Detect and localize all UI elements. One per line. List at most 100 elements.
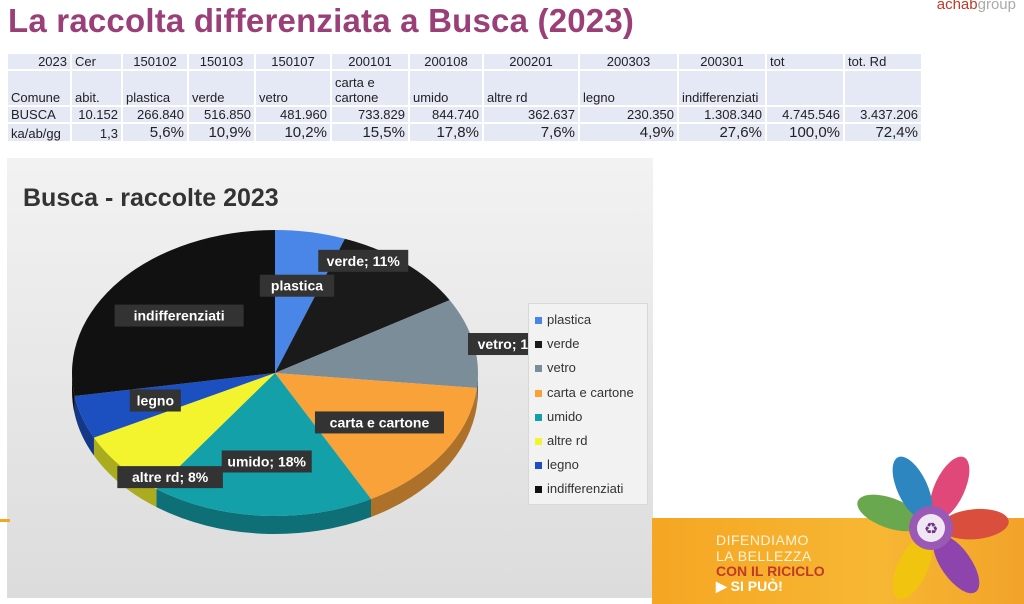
legend-label: carta e cartone bbox=[547, 384, 634, 400]
legend-item: verde bbox=[535, 336, 580, 351]
pie-side-carta-e-cartone bbox=[371, 388, 477, 517]
table-cell: 150107 bbox=[256, 54, 330, 69]
table-cell: Cer bbox=[72, 54, 121, 69]
recycling-flower-logo: ♻ bbox=[857, 456, 1009, 600]
table-cell: 10.152 bbox=[72, 107, 121, 122]
svg-text:♻: ♻ bbox=[924, 519, 938, 538]
table-cell: 4,9% bbox=[580, 124, 677, 141]
legend-label: legno bbox=[547, 457, 579, 473]
table-cell: tot bbox=[767, 54, 843, 69]
table-cell: 362.637 bbox=[484, 107, 578, 122]
data-label-text: carta e cartone bbox=[330, 414, 430, 430]
table-cell: 200201 bbox=[484, 54, 578, 69]
pie-data-label: plastica bbox=[259, 274, 335, 297]
cell-line: carta e bbox=[335, 75, 375, 90]
table-cell: 200108 bbox=[410, 54, 482, 69]
table-cell: 150102 bbox=[123, 54, 187, 69]
table-cell: 27,6% bbox=[679, 124, 765, 141]
table-cell: tot. Rd bbox=[845, 54, 921, 69]
pie-data-label: umido; 18% bbox=[221, 450, 312, 473]
banner-line: LA BELLEZZA bbox=[716, 548, 812, 564]
accent-line bbox=[0, 519, 10, 522]
data-label-box bbox=[314, 411, 444, 434]
table-cell: altre rd bbox=[484, 71, 578, 105]
pie-data-label: carta e cartone bbox=[314, 411, 444, 434]
legend-swatch bbox=[535, 462, 542, 470]
legend-swatch bbox=[535, 389, 542, 397]
table-row-codes: 2023 Cer 150102 150103 150107 200101 200… bbox=[8, 54, 921, 69]
table-cell: 5,6% bbox=[123, 124, 187, 141]
banner-line: ▶ SI PUÒ! bbox=[716, 578, 783, 594]
table-cell: 733.829 bbox=[332, 107, 408, 122]
pie-data-label: legno bbox=[129, 389, 181, 412]
brand-logo: achabgroup bbox=[937, 0, 1016, 13]
legend-item: plastica bbox=[535, 312, 591, 327]
cell-line: cartone bbox=[335, 90, 379, 105]
table-cell: 7,6% bbox=[484, 124, 578, 141]
data-label-box bbox=[117, 466, 223, 489]
table-row-values: BUSCA 10.152 266.840 516.850 481.960 733… bbox=[8, 107, 921, 122]
table-cell: 150103 bbox=[189, 54, 254, 69]
pie-side-indifferenziati bbox=[72, 373, 75, 415]
table-cell: 1,3 bbox=[72, 124, 121, 141]
legend-item: carta e cartone bbox=[535, 385, 634, 400]
table-cell: verde bbox=[189, 71, 254, 105]
table-cell: 15,5% bbox=[332, 124, 408, 141]
chart-legend: plastica verde vetro carta e cartone umido al… bbox=[528, 303, 648, 505]
table-cell bbox=[767, 71, 843, 105]
table-cell: 100,0% bbox=[767, 124, 843, 141]
data-label-box bbox=[114, 304, 244, 327]
table-cell: 10,2% bbox=[256, 124, 330, 141]
pie-data-label: verde; 11% bbox=[318, 249, 409, 272]
table-cell-multiline: carta e cartone bbox=[332, 71, 408, 105]
table-cell: plastica bbox=[123, 71, 187, 105]
table-cell: 200101 bbox=[332, 54, 408, 69]
legend-label: verde bbox=[547, 336, 580, 352]
data-label-text: plastica bbox=[271, 278, 323, 294]
table-cell: umido bbox=[410, 71, 482, 105]
legend-label: umido bbox=[547, 408, 583, 424]
table-row-labels: Comune abit. plastica verde vetro carta … bbox=[8, 71, 921, 105]
table-cell: 844.740 bbox=[410, 107, 482, 122]
legend-swatch bbox=[535, 341, 542, 349]
pie-side-umido bbox=[156, 489, 372, 534]
table-cell: 200303 bbox=[580, 54, 677, 69]
table-cell: 481.960 bbox=[256, 107, 330, 122]
table-cell: 230.350 bbox=[580, 107, 677, 122]
legend-item: vetro bbox=[535, 360, 576, 375]
pie-chart-panel: Busca - raccolte 2023 plastica verde; 11%… bbox=[7, 158, 653, 598]
table-row-percent: ka/ab/gg 1,3 5,6% 10,9% 10,2% 15,5% 17,8… bbox=[8, 124, 921, 141]
pie-data-label: indifferenziati bbox=[114, 304, 244, 327]
data-label-box bbox=[318, 249, 409, 272]
chart-title: Busca - raccolte 2023 bbox=[23, 184, 279, 212]
legend-label: indifferenziati bbox=[547, 481, 624, 497]
table-cell bbox=[845, 71, 921, 105]
legend-item: indifferenziati bbox=[535, 481, 623, 496]
data-label-box bbox=[259, 274, 335, 297]
pie-slice-vetro bbox=[275, 300, 478, 389]
data-label-text: legno bbox=[137, 393, 174, 409]
table-cell: legno bbox=[580, 71, 677, 105]
legend-label: vetro bbox=[547, 360, 576, 376]
data-label-box bbox=[221, 450, 312, 473]
table-cell: abit. bbox=[72, 71, 121, 105]
pie-data-label: altre rd; 8% bbox=[117, 466, 223, 489]
data-table: 2023 Cer 150102 150103 150107 200101 200… bbox=[6, 52, 923, 143]
table-cell: indifferenziati bbox=[679, 71, 765, 105]
table-cell: 266.840 bbox=[123, 107, 187, 122]
data-label-text: indifferenziati bbox=[134, 308, 225, 324]
legend-swatch bbox=[535, 317, 542, 325]
page-title: La raccolta differenziata a Busca (2023) bbox=[8, 2, 635, 39]
table-cell: 10,9% bbox=[189, 124, 254, 141]
brand-suffix: group bbox=[977, 0, 1016, 13]
table-cell: 4.745.546 bbox=[767, 107, 843, 122]
data-label-text: umido; 18% bbox=[227, 453, 306, 469]
pie-slice-carta-e-cartone bbox=[275, 373, 477, 499]
pie-slice-verde bbox=[275, 238, 450, 373]
banner-line: CON IL RICICLO bbox=[716, 563, 825, 579]
table-cell: BUSCA bbox=[8, 107, 70, 122]
legend-label: plastica bbox=[547, 312, 592, 327]
legend-item: umido bbox=[535, 409, 582, 424]
legend-label: altre rd bbox=[547, 433, 588, 448]
table-cell: 3.437.206 bbox=[845, 107, 921, 122]
